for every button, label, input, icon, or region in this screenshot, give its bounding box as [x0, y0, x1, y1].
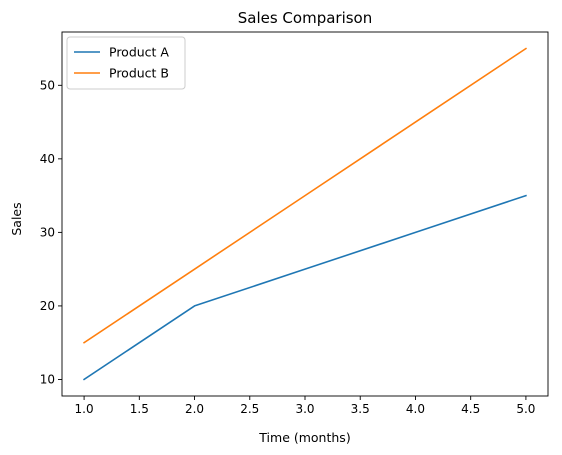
x-tick-label: 3.0	[295, 402, 314, 416]
plot-area: 1.0 1.5 2.0 2.5 3.0 3.5 4.0 4.5 5.0 10 20 30 40 50 Pro…	[40, 31, 549, 416]
y-tick-label: 50	[40, 78, 55, 92]
x-tick-label: 5.0	[516, 402, 535, 416]
x-tick-label: 4.5	[461, 402, 480, 416]
series-line-product-a	[82, 194, 527, 381]
x-tick-label: 1.5	[130, 402, 149, 416]
y-axis-label: Sales	[9, 202, 24, 235]
legend-label-product-a: Product A	[109, 45, 169, 60]
x-tick-label: 1.0	[75, 402, 94, 416]
x-tick-label: 3.5	[351, 402, 370, 416]
series-line-product-b	[82, 47, 528, 344]
y-tick-label: 10	[40, 372, 55, 386]
y-tick-label: 20	[40, 299, 55, 313]
chart-title: Sales Comparison	[238, 9, 373, 27]
x-tick-label: 4.0	[406, 402, 425, 416]
x-axis-label: Time (months)	[258, 430, 350, 445]
legend-box	[66, 36, 186, 90]
plot-frame	[61, 31, 549, 397]
y-tick-label: 40	[40, 152, 55, 166]
y-tick-label: 30	[40, 225, 55, 239]
x-tick-label: 2.5	[240, 402, 259, 416]
legend-label-product-b: Product B	[109, 66, 169, 81]
x-tick-label: 2.0	[185, 402, 204, 416]
